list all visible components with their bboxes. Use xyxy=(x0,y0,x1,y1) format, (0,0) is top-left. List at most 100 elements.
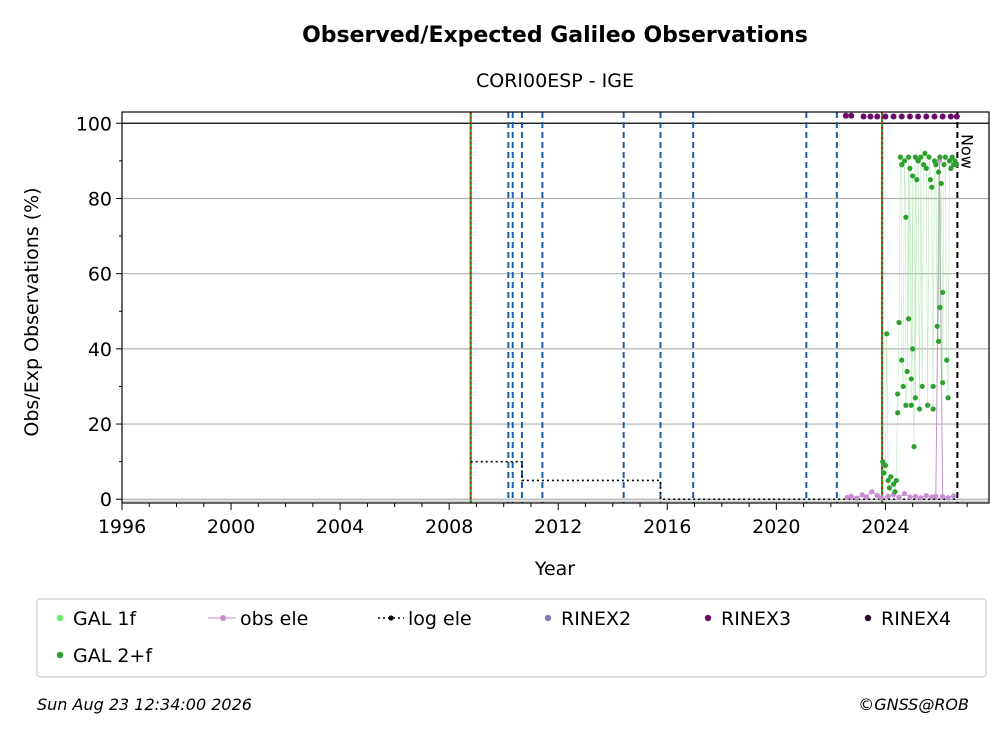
gal-2f-point xyxy=(953,162,959,168)
gal-2f-point xyxy=(934,323,940,329)
gal-2f-point xyxy=(905,154,912,160)
gal-2f-point xyxy=(885,477,891,484)
y-tick-label: 0 xyxy=(100,489,112,511)
x-tick-label: 1996 xyxy=(98,516,146,538)
gal-2f-point xyxy=(948,165,954,171)
legend-label: log ele xyxy=(408,608,472,630)
rinex3-point xyxy=(906,113,913,120)
gal-2f-point xyxy=(895,410,901,416)
log-ele-line xyxy=(470,460,958,501)
obs-ele-point xyxy=(929,494,935,500)
y-axis: 0 20 40 60 80 100 xyxy=(76,113,122,511)
legend-marker xyxy=(388,615,394,621)
gal-2f-point xyxy=(922,150,928,156)
gal-2f-point xyxy=(940,289,946,296)
y-tick-label: 40 xyxy=(88,339,112,361)
legend-label: RINEX3 xyxy=(721,608,791,630)
legend-marker xyxy=(544,614,552,622)
legend-marker xyxy=(56,614,64,622)
obs-ele-point xyxy=(854,495,860,501)
x-axis: 1996 2000 2004 2008 2012 2016 2020 2024 xyxy=(98,503,968,538)
rinex3-point xyxy=(874,113,881,120)
gal-2f-point xyxy=(916,406,923,412)
obs-ele-point xyxy=(933,493,939,499)
gal-2f-point xyxy=(946,158,953,164)
gal-2f-point xyxy=(938,180,944,187)
gal-2f-point xyxy=(930,406,936,412)
obs-ele-point xyxy=(859,492,865,498)
gal-2f-point xyxy=(901,158,908,164)
legend-marker xyxy=(56,651,64,659)
legend-box xyxy=(36,598,987,678)
gal-2f-point xyxy=(925,402,931,408)
legend-marker xyxy=(220,615,226,621)
rinex3-point xyxy=(842,112,849,119)
obs-ele-point xyxy=(950,493,957,499)
legend-marker xyxy=(864,614,872,622)
gal-2f-point xyxy=(895,391,901,397)
gal-2f-point xyxy=(893,477,899,484)
gal-2f-point xyxy=(903,402,909,408)
x-tick-label: 2016 xyxy=(643,516,691,538)
rinex3-point xyxy=(915,113,922,120)
chart-subtitle: CORI00ESP - IGE xyxy=(476,70,634,92)
gal-2f-point xyxy=(910,173,916,179)
obs-ele-point xyxy=(901,491,908,497)
obs-ele-point xyxy=(874,492,880,499)
gal-2f-point xyxy=(927,177,933,183)
gal-2f-point xyxy=(896,319,902,326)
gal-2f-point xyxy=(910,346,916,352)
obs-ele-line xyxy=(847,160,954,499)
rinex3-point xyxy=(882,113,889,120)
gal-2f-point xyxy=(903,214,909,220)
gal-2f-point xyxy=(900,383,906,390)
rinex3-point xyxy=(931,113,938,120)
x-axis-label: Year xyxy=(534,558,575,580)
gal-2f-point xyxy=(904,368,910,375)
obs-ele-point xyxy=(940,494,946,500)
plot-series xyxy=(470,112,960,501)
gal-2f-point xyxy=(888,474,894,480)
legend-label: GAL 1f xyxy=(73,608,137,630)
gal-2f-point xyxy=(919,383,925,390)
rinex3-point xyxy=(898,113,905,120)
gal-2f-point xyxy=(886,485,893,491)
x-tick-label: 2012 xyxy=(534,516,582,538)
rinex3-point xyxy=(939,113,946,120)
obs-ele-point xyxy=(878,495,884,501)
gal-2f-point xyxy=(920,162,927,168)
obs-ele-point xyxy=(918,495,924,501)
now-label: Now xyxy=(957,134,976,169)
gal-2f-point xyxy=(908,376,914,382)
gal-2f-point xyxy=(892,489,898,495)
gal-2f-point xyxy=(926,154,932,160)
gal-2f-point xyxy=(899,162,905,168)
x-tick-label: 2024 xyxy=(861,516,909,538)
gal-2f-point xyxy=(899,357,905,363)
obs-ele-point xyxy=(885,493,891,499)
gal-2f-point xyxy=(914,177,920,183)
gal-2f-point xyxy=(911,444,917,450)
obs-ele-point xyxy=(869,489,875,495)
gal-2f-point xyxy=(929,184,935,190)
x-tick-label: 2004 xyxy=(316,516,364,538)
gal-2f-point xyxy=(933,162,939,168)
gal-2f-point xyxy=(915,158,921,164)
gal-2f-point xyxy=(944,357,950,363)
y-tick-label: 20 xyxy=(88,414,112,436)
obs-ele-point xyxy=(863,494,869,500)
gal-2f-point xyxy=(949,154,955,160)
gal-2f-point xyxy=(937,154,943,160)
gal-2f-point xyxy=(907,165,913,171)
gal-2f-point xyxy=(918,154,924,160)
x-tick-label: 2020 xyxy=(752,516,800,538)
legend-label: obs ele xyxy=(240,608,308,630)
y-tick-label: 80 xyxy=(88,188,112,210)
legend: GAL 1f obs ele log ele RINEX2 RINEX3 RINEX4 GA… xyxy=(56,608,951,667)
gal-2f-point xyxy=(912,154,918,160)
footer-credit: ©GNSS@ROB xyxy=(858,695,969,714)
gal-2f-point xyxy=(890,481,897,487)
gal-2f-point xyxy=(941,162,947,168)
x-tick-label: 2008 xyxy=(425,516,473,538)
